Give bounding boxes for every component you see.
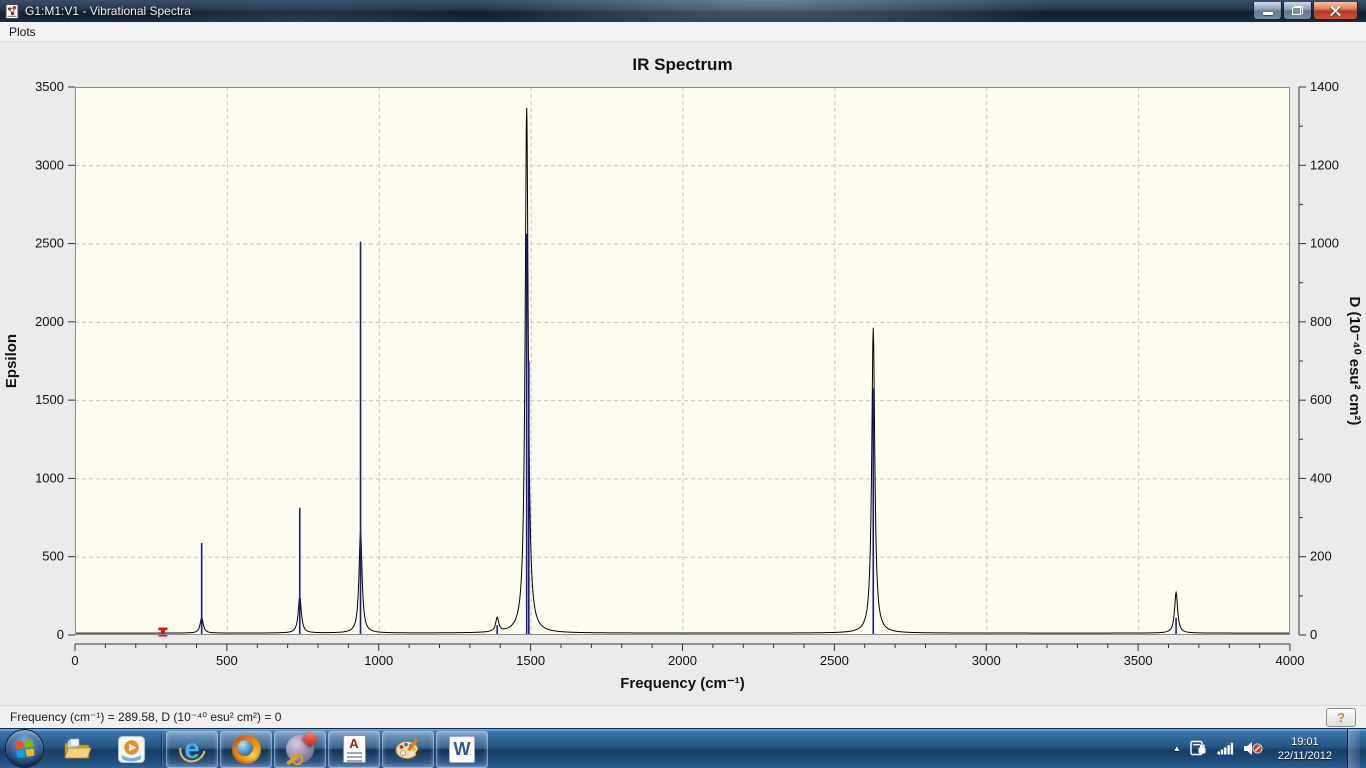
taskbar-separator <box>161 731 162 766</box>
svg-text:3500: 3500 <box>35 79 64 94</box>
minimize-icon <box>1262 11 1273 15</box>
svg-text:0: 0 <box>71 653 78 668</box>
media-player-icon <box>117 735 145 763</box>
svg-text:400: 400 <box>1310 470 1332 485</box>
clock-date: 22/11/2012 <box>1277 749 1332 762</box>
taskbar-item-word[interactable]: W <box>436 730 488 768</box>
internet-explorer-icon: e <box>173 731 211 767</box>
firefox-icon <box>231 734 261 764</box>
y-axis-left-title: Epsilon <box>3 334 20 388</box>
show-desktop-button[interactable] <box>1347 728 1360 768</box>
close-icon <box>1329 4 1342 17</box>
svg-text:1500: 1500 <box>35 392 64 407</box>
svg-text:2500: 2500 <box>35 236 64 251</box>
network-signal-icon[interactable] <box>1217 742 1234 755</box>
taskbar-item-gaussview[interactable] <box>274 730 326 768</box>
windows-explorer-icon <box>64 738 92 759</box>
plot-border <box>75 87 1290 635</box>
svg-text:0: 0 <box>57 627 64 642</box>
taskbar-item-text-editor[interactable]: A <box>328 730 380 768</box>
x-axis-title: Frequency (cm⁻¹) <box>620 675 745 692</box>
word-icon: W <box>449 735 475 763</box>
svg-text:1500: 1500 <box>516 653 545 668</box>
restore-icon <box>1292 6 1303 15</box>
taskbar-item-explorer[interactable] <box>51 731 103 768</box>
svg-text:1000: 1000 <box>364 653 393 668</box>
power-plug-icon[interactable] <box>1190 740 1208 757</box>
windows-flag-icon <box>14 739 34 758</box>
svg-text:500: 500 <box>216 653 238 668</box>
svg-text:4000: 4000 <box>1276 653 1305 668</box>
axes <box>68 86 1306 651</box>
axis-tick-labels: 0 500 1000 1500 2000 2500 3000 3500 400005001000… <box>35 79 1339 668</box>
show-hidden-icons-chevron[interactable]: ▲ <box>1172 744 1181 753</box>
svg-text:2000: 2000 <box>668 653 697 668</box>
svg-text:600: 600 <box>1310 392 1332 407</box>
svg-text:2000: 2000 <box>35 314 64 329</box>
status-bar: Frequency (cm⁻¹) = 289.58, D (10⁻⁴⁰ esu²… <box>0 705 1366 728</box>
svg-text:500: 500 <box>42 549 64 564</box>
svg-text:0: 0 <box>1310 627 1317 642</box>
text-document-icon: A <box>342 735 366 763</box>
svg-text:1000: 1000 <box>1310 236 1339 251</box>
start-button[interactable] <box>5 729 44 768</box>
menu-item-plots[interactable]: Plots <box>9 24 36 39</box>
svg-text:3000: 3000 <box>972 653 1001 668</box>
svg-text:1000: 1000 <box>35 470 64 485</box>
volume-muted-icon[interactable] <box>1243 741 1263 756</box>
svg-text:2500: 2500 <box>820 653 849 668</box>
taskbar-item-paint[interactable] <box>382 730 434 768</box>
clock-time: 19:01 <box>1291 735 1319 748</box>
help-button[interactable]: ? <box>1326 707 1356 727</box>
svg-text:3500: 3500 <box>1124 653 1153 668</box>
taskbar: e A <box>0 728 1366 768</box>
restore-button[interactable] <box>1283 2 1312 20</box>
d-value-sticks <box>200 233 1177 634</box>
titlebar-left: G1:M1:V1 - Vibrational Spectra <box>0 3 191 19</box>
app-icon <box>5 3 19 19</box>
svg-text:1400: 1400 <box>1310 79 1339 94</box>
window-controls <box>1252 2 1366 20</box>
window-title: G1:M1:V1 - Vibrational Spectra <box>25 4 191 18</box>
y-axis-right-title: D (10⁻⁴⁰ esu² cm²) <box>1346 297 1363 426</box>
chart-title: IR Spectrum <box>632 55 732 74</box>
taskbar-clock[interactable]: 19:01 22/11/2012 <box>1272 735 1338 763</box>
spectrum-envelope-curve <box>75 107 1290 634</box>
minimize-button[interactable] <box>1253 2 1282 20</box>
cursor-marker[interactable] <box>158 627 168 637</box>
taskbar-item-media-player[interactable] <box>105 731 157 768</box>
molecule-app-icon <box>286 730 319 766</box>
svg-text:200: 200 <box>1310 549 1332 564</box>
chart-panel: 0 500 1000 1500 2000 2500 3000 3500 4000 0 500 1000… <box>0 42 1366 705</box>
svg-text:3000: 3000 <box>35 157 64 172</box>
svg-text:1200: 1200 <box>1310 157 1339 172</box>
close-button[interactable] <box>1313 2 1358 20</box>
paint-icon <box>395 739 421 759</box>
ir-spectrum-chart[interactable]: 0 500 1000 1500 2000 2500 3000 3500 400005001000… <box>0 42 1366 705</box>
taskbar-item-firefox[interactable] <box>220 730 272 768</box>
window-titlebar: G1:M1:V1 - Vibrational Spectra <box>0 0 1366 22</box>
menu-bar: Plots <box>0 22 1366 42</box>
status-cursor-readout: Frequency (cm⁻¹) = 289.58, D (10⁻⁴⁰ esu²… <box>10 710 282 724</box>
system-tray: ▲ 19:01 22/11/2012 <box>1172 728 1366 768</box>
taskbar-item-internet-explorer[interactable]: e <box>166 730 218 768</box>
svg-text:800: 800 <box>1310 314 1332 329</box>
